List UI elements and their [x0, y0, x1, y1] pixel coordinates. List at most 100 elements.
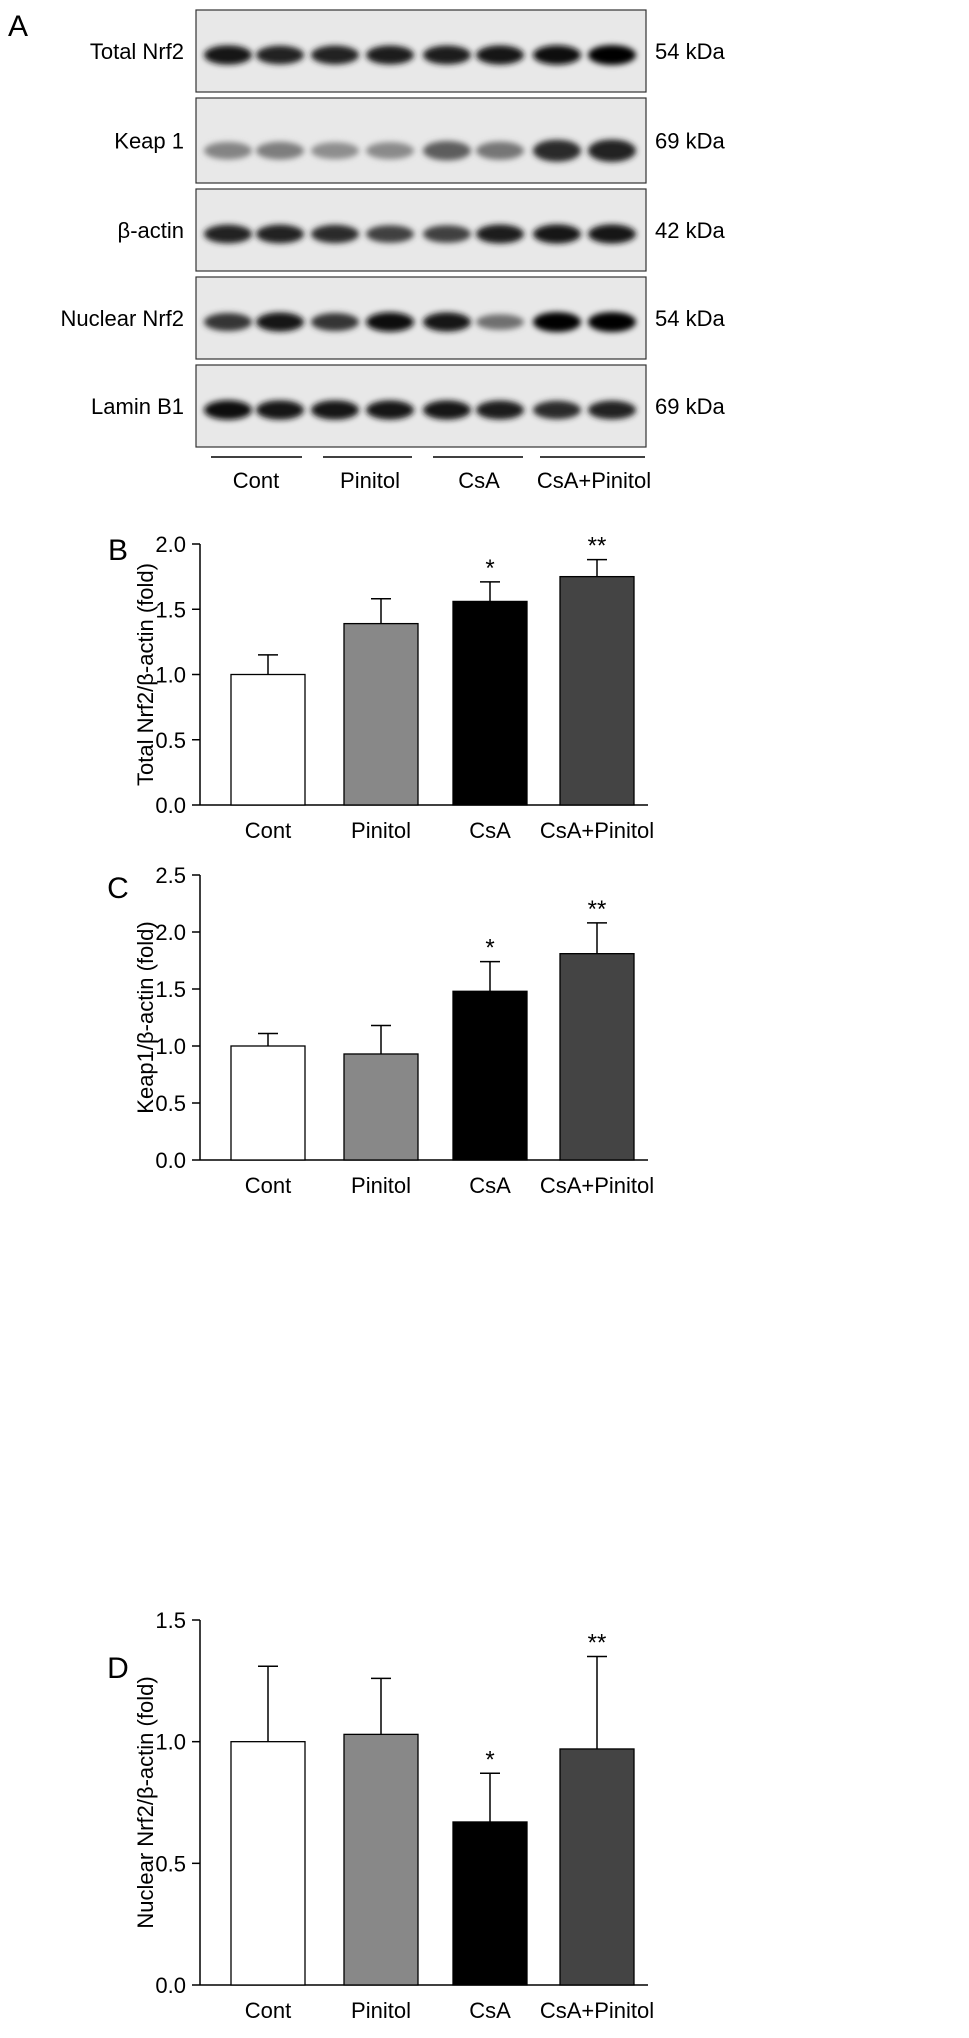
y-tick-label: 2.0	[155, 532, 186, 557]
x-category-label: CsA+Pinitol	[540, 818, 654, 843]
blot-row: Nuclear Nrf2 54 kDa	[61, 276, 725, 360]
bar	[343, 1053, 419, 1161]
blot-membrane	[195, 97, 647, 184]
blot-band	[256, 141, 304, 160]
blot-group-label: CsA	[458, 468, 500, 493]
blot-band	[533, 45, 581, 65]
panel-a-western-blot: A Total Nrf2 54 kDa Keap 1 69 kDa β-actin 42 …	[8, 9, 725, 493]
bar	[230, 673, 306, 806]
blot-band	[366, 312, 414, 332]
blot-row-label: Keap 1	[114, 129, 184, 154]
x-category-label: Cont	[245, 1998, 291, 2023]
y-tick-label: 0.5	[155, 1091, 186, 1116]
x-category-label: Pinitol	[351, 1998, 411, 2023]
y-axis-label: Keap1/β-actin (fold)	[133, 921, 158, 1113]
blot-kda-label: 42 kDa	[655, 218, 725, 243]
blot-band	[311, 142, 359, 160]
y-tick-label: 0.5	[155, 1851, 186, 1876]
blot-band	[204, 313, 252, 331]
blot-band	[588, 224, 636, 244]
blot-band	[476, 141, 524, 160]
blot-band	[423, 400, 471, 420]
blot-band	[204, 400, 252, 420]
blot-band	[533, 400, 581, 420]
bar	[559, 575, 635, 806]
blot-band	[256, 312, 304, 332]
y-tick-label: 0.0	[155, 1148, 186, 1173]
blot-band	[204, 141, 252, 160]
x-category-label: CsA	[469, 1173, 511, 1198]
panel-letter: D	[107, 1652, 129, 1685]
blot-kda-label: 54 kDa	[655, 39, 725, 64]
y-tick-label: 1.5	[155, 1608, 186, 1633]
blot-band	[366, 45, 414, 65]
blot-band	[311, 224, 359, 244]
bar	[343, 1733, 419, 1986]
blot-band	[423, 45, 471, 65]
y-axis-label: Nuclear Nrf2/β-actin (fold)	[133, 1676, 158, 1928]
significance-marker: *	[485, 935, 494, 962]
significance-marker: **	[588, 896, 607, 923]
blot-band	[256, 45, 304, 65]
x-category-label: Cont	[245, 1173, 291, 1198]
x-category-label: Cont	[245, 818, 291, 843]
blot-kda-label: 69 kDa	[655, 394, 725, 419]
bar	[230, 1045, 306, 1161]
y-tick-label: 2.0	[155, 920, 186, 945]
blot-band	[476, 45, 524, 65]
blot-band	[588, 139, 636, 162]
blot-band	[256, 224, 304, 244]
significance-marker: *	[485, 555, 494, 582]
blot-row-label: Total Nrf2	[90, 39, 184, 64]
blot-band	[366, 400, 414, 420]
y-tick-label: 2.5	[155, 863, 186, 888]
y-tick-label: 1.0	[155, 663, 186, 688]
y-tick-label: 1.0	[155, 1034, 186, 1059]
blot-band	[366, 142, 414, 160]
x-category-label: Pinitol	[351, 818, 411, 843]
bar	[559, 1748, 635, 1986]
blot-group-label: Pinitol	[340, 468, 400, 493]
blot-group-label: CsA+Pinitol	[537, 468, 651, 493]
blot-band	[204, 45, 252, 65]
blot-band	[366, 225, 414, 243]
bar	[452, 990, 528, 1161]
x-category-label: CsA+Pinitol	[540, 1173, 654, 1198]
blot-band	[533, 224, 581, 244]
blot-band	[588, 45, 636, 65]
significance-marker: *	[485, 1746, 494, 1773]
blot-row: Keap 1 69 kDa	[114, 97, 725, 184]
blot-band	[423, 312, 471, 332]
x-category-label: CsA	[469, 1998, 511, 2023]
y-axis-label: Total Nrf2/β-actin (fold)	[133, 563, 158, 786]
blot-band	[423, 140, 471, 161]
panel-letter: C	[107, 872, 129, 905]
blot-band	[533, 139, 581, 162]
blot-band	[256, 400, 304, 420]
y-tick-label: 0.0	[155, 793, 186, 818]
panel-letter: B	[108, 534, 128, 567]
blot-band	[311, 313, 359, 331]
blot-row-label: β-actin	[118, 218, 184, 243]
x-category-label: CsA	[469, 818, 511, 843]
blot-band	[476, 314, 524, 330]
blot-band	[533, 312, 581, 332]
blot-row: β-actin 42 kDa	[118, 188, 725, 272]
y-tick-label: 1.0	[155, 1730, 186, 1755]
blot-band	[311, 45, 359, 65]
blot-group-label: Cont	[233, 468, 279, 493]
blot-row: Lamin B1 69 kDa	[91, 364, 725, 448]
blot-row-label: Nuclear Nrf2	[61, 306, 184, 331]
significance-marker: **	[588, 1630, 607, 1657]
bar	[230, 1741, 306, 1986]
blot-band	[204, 224, 252, 244]
panel-letter-a: A	[8, 10, 28, 43]
x-category-label: Pinitol	[351, 1173, 411, 1198]
blot-kda-label: 54 kDa	[655, 306, 725, 331]
blot-band	[423, 225, 471, 243]
blot-band	[311, 400, 359, 420]
